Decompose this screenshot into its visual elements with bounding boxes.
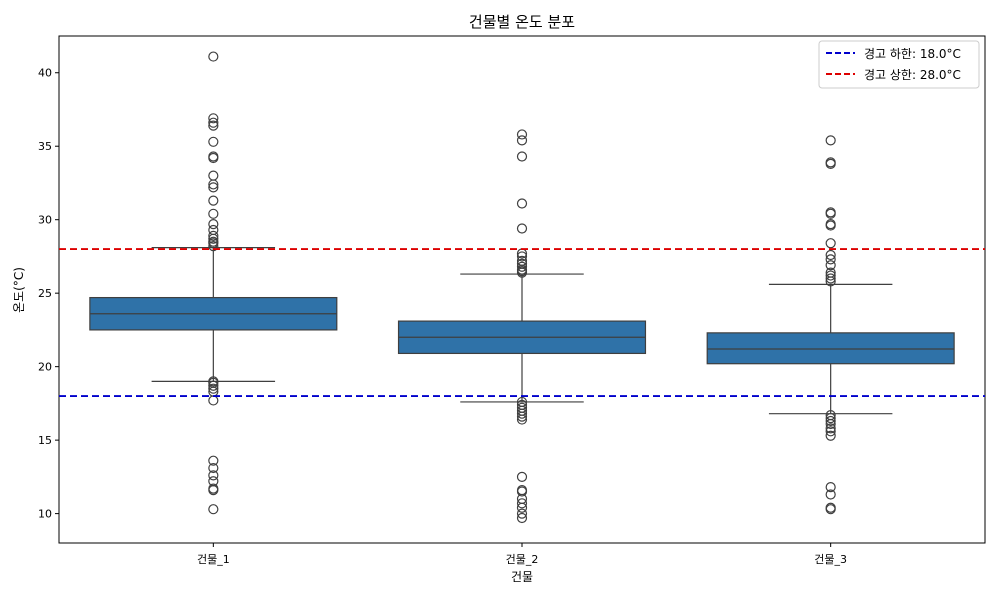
y-tick-label: 30 xyxy=(38,214,52,227)
y-tick-label: 35 xyxy=(38,140,52,153)
outlier-point xyxy=(516,408,528,419)
outlier-point xyxy=(825,208,836,219)
y-tick-label: 20 xyxy=(38,361,52,374)
outlier-point xyxy=(208,484,219,496)
outlier-point xyxy=(825,504,836,515)
box-group xyxy=(397,129,647,524)
legend-label-upper: 경고 상한: 28.0°C xyxy=(864,68,961,82)
outlier-point xyxy=(208,219,219,230)
outlier-point xyxy=(208,152,219,164)
outlier-point xyxy=(825,489,836,500)
outlier-point xyxy=(825,270,836,281)
y-tick-label: 10 xyxy=(38,508,52,521)
outlier-point xyxy=(208,120,219,131)
outlier-point xyxy=(516,267,528,278)
outlier-point xyxy=(516,411,528,422)
outlier-point xyxy=(825,249,836,261)
outlier-point xyxy=(208,117,219,128)
outlier-point xyxy=(825,158,836,169)
box-group xyxy=(89,51,338,515)
legend-frame xyxy=(818,40,980,89)
outlier-point xyxy=(825,260,836,271)
chart-title: 건물별 온도 분포 xyxy=(469,13,575,31)
box-group xyxy=(706,135,955,515)
y-tick-label: 40 xyxy=(38,67,52,80)
box-body xyxy=(706,332,955,365)
x-axis: 건물_1 건물_2 건물_3 xyxy=(197,543,847,566)
y-tick-label: 25 xyxy=(38,287,52,300)
outlier-point xyxy=(516,502,528,513)
outlier-point xyxy=(208,470,219,481)
outlier-point xyxy=(208,455,219,466)
outlier-point xyxy=(516,261,528,272)
outlier-point xyxy=(208,462,219,474)
outlier-point xyxy=(516,512,528,524)
outlier-point xyxy=(825,430,836,441)
outlier-point xyxy=(208,380,219,391)
outlier-point xyxy=(516,223,528,234)
x-tick-label: 건물_3 xyxy=(814,553,847,566)
outlier-point xyxy=(825,415,836,427)
outlier-point xyxy=(208,504,219,515)
outlier-point xyxy=(208,230,219,241)
outlier-point xyxy=(516,508,528,519)
outlier-point xyxy=(825,254,836,265)
y-axis-label: 온도(°C) xyxy=(12,267,26,313)
outlier-point xyxy=(825,238,836,249)
boxes xyxy=(89,51,955,524)
outlier-point xyxy=(516,498,528,509)
outlier-point xyxy=(825,418,836,430)
outlier-point xyxy=(825,482,836,493)
outlier-point xyxy=(516,151,528,162)
outlier-point xyxy=(208,136,219,147)
outlier-point xyxy=(825,273,836,284)
outlier-point xyxy=(825,276,836,287)
legend-label-lower: 경고 하한: 18.0°C xyxy=(864,47,961,61)
x-axis-label: 건물 xyxy=(511,570,533,584)
x-tick-label: 건물_1 xyxy=(197,553,230,566)
outlier-point xyxy=(208,182,219,193)
outlier-point xyxy=(516,486,528,497)
outlier-point xyxy=(825,412,836,424)
legend: 경고 하한: 18.0°C 경고 상한: 28.0°C xyxy=(818,40,980,89)
outlier-point xyxy=(516,251,528,262)
outlier-point xyxy=(516,135,528,146)
outlier-point xyxy=(825,220,836,231)
outlier-point xyxy=(208,383,219,394)
outlier-point xyxy=(208,233,219,244)
outlier-point xyxy=(208,238,219,249)
outlier-point xyxy=(208,241,219,252)
y-axis: 10 15 20 25 30 35 40 xyxy=(38,67,59,521)
outlier-point xyxy=(208,113,219,124)
y-tick-label: 15 xyxy=(38,434,52,447)
outlier-point xyxy=(516,198,528,209)
outlier-point xyxy=(208,195,219,206)
outlier-point xyxy=(516,414,528,425)
outlier-point xyxy=(825,135,836,146)
outlier-point xyxy=(825,423,836,434)
reference-lines xyxy=(59,248,985,397)
outlier-point xyxy=(825,426,836,437)
outlier-point xyxy=(516,129,528,140)
outlier-point xyxy=(208,51,219,62)
x-tick-label: 건물_2 xyxy=(506,553,539,566)
outlier-point xyxy=(516,471,528,482)
outlier-point xyxy=(208,208,219,219)
outlier-point xyxy=(208,179,219,190)
